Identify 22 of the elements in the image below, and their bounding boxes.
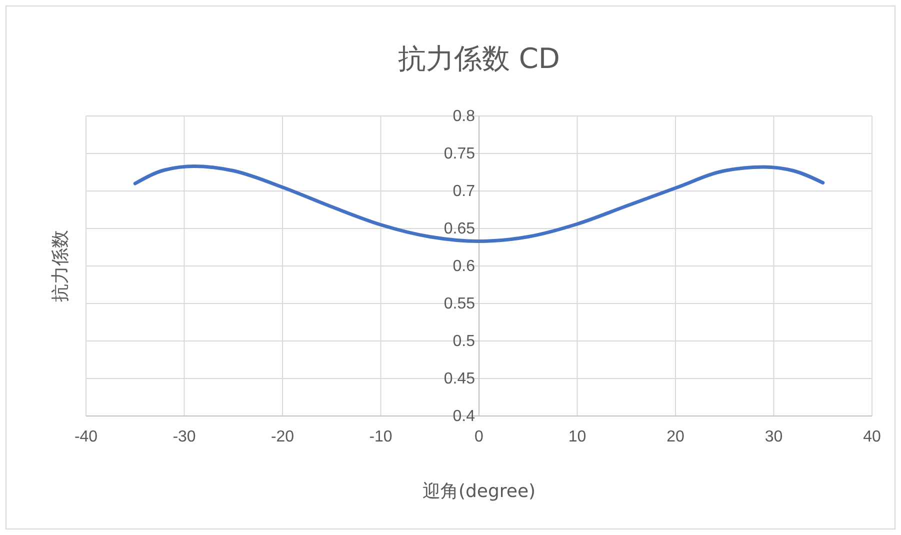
y-tick-label: 0.6 bbox=[452, 258, 476, 276]
x-tick-label: 0 bbox=[474, 428, 484, 446]
line-series bbox=[133, 164, 825, 243]
x-tick-label: -20 bbox=[270, 428, 294, 446]
y-tick-label: 0.8 bbox=[452, 108, 476, 126]
x-tick-label: -30 bbox=[172, 428, 196, 446]
y-tick-label: 0.7 bbox=[452, 183, 476, 200]
y-tick-label: 0.65 bbox=[444, 220, 476, 238]
x-tick-label: 20 bbox=[666, 428, 684, 446]
x-tick-label: 10 bbox=[568, 428, 586, 446]
x-tick-label: 40 bbox=[863, 428, 881, 446]
y-tick-label: 0.45 bbox=[444, 370, 476, 388]
chart-title: 抗力係数 CD bbox=[398, 42, 560, 75]
x-tick-label: 30 bbox=[764, 428, 783, 446]
y-tick-label: 0.55 bbox=[444, 296, 476, 313]
x-tick-label: -40 bbox=[74, 428, 98, 446]
x-axis-title: 迎角(degree) bbox=[422, 481, 536, 502]
y-axis-title: 抗力係数 bbox=[50, 230, 71, 302]
y-tick-label: 0.4 bbox=[452, 408, 476, 426]
y-tick-label: 0.75 bbox=[444, 146, 476, 163]
y-tick-label: 0.5 bbox=[452, 333, 476, 350]
x-tick-label: -10 bbox=[369, 428, 392, 446]
